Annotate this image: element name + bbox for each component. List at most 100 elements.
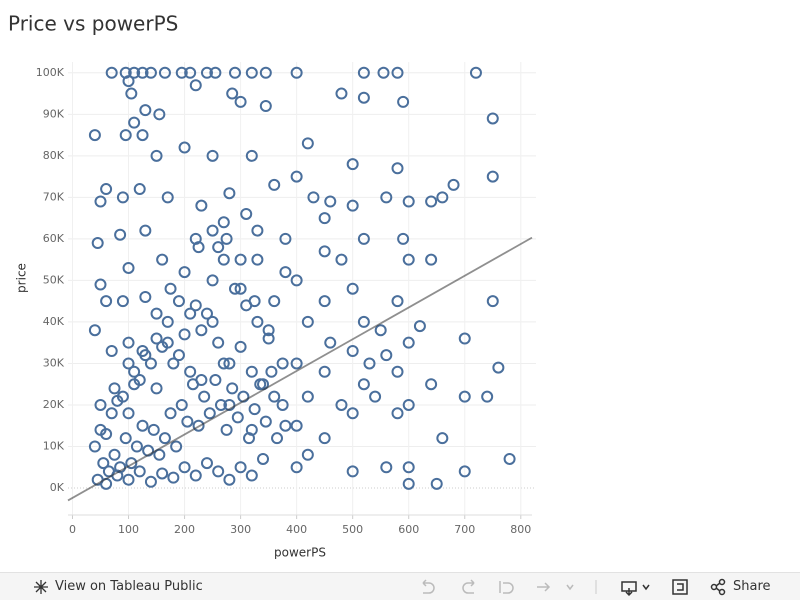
point: [189, 469, 202, 482]
point: [175, 398, 188, 411]
point: [150, 382, 163, 395]
x-tick-label: 200: [174, 523, 195, 536]
point: [290, 461, 303, 474]
point: [125, 87, 138, 100]
point: [259, 415, 272, 428]
point: [94, 278, 107, 291]
point: [158, 432, 171, 445]
point: [447, 178, 460, 191]
toolbar: View on Tableau Public Share: [0, 572, 800, 600]
point: [374, 324, 387, 337]
x-tick-label: 400: [286, 523, 307, 536]
point: [324, 195, 337, 208]
point: [192, 241, 205, 254]
point: [212, 465, 225, 478]
point: [402, 336, 415, 349]
point: [167, 471, 180, 484]
point: [128, 66, 141, 79]
point: [178, 328, 191, 341]
point: [271, 432, 284, 445]
point: [380, 191, 393, 204]
y-tick-label: 40K: [43, 315, 65, 328]
point: [228, 282, 241, 295]
point: [189, 299, 202, 312]
point: [245, 66, 258, 79]
point: [436, 191, 449, 204]
point: [200, 66, 213, 79]
download-menu[interactable]: [642, 584, 650, 591]
point: [458, 465, 471, 478]
point: [402, 477, 415, 490]
point: [88, 324, 101, 337]
y-tick-label: 30K: [43, 356, 65, 369]
point: [200, 457, 213, 470]
point: [279, 419, 292, 432]
trend-line: [67, 236, 533, 502]
point: [122, 75, 135, 88]
y-tick-label: 60K: [43, 232, 65, 245]
y-tick-label: 80K: [43, 149, 65, 162]
point: [209, 374, 222, 387]
point: [136, 419, 149, 432]
point: [231, 411, 244, 424]
point: [108, 382, 121, 395]
point: [259, 100, 272, 113]
point: [122, 473, 135, 486]
point: [430, 477, 443, 490]
point: [402, 253, 415, 266]
point: [119, 129, 132, 142]
point: [251, 253, 264, 266]
point: [458, 332, 471, 345]
point: [153, 108, 166, 121]
point: [192, 419, 205, 432]
point: [346, 465, 359, 478]
point: [486, 170, 499, 183]
point: [167, 357, 180, 370]
point: [279, 232, 292, 245]
point: [245, 469, 258, 482]
view-on-tableau-public[interactable]: View on Tableau Public: [55, 579, 203, 594]
point: [346, 344, 359, 357]
point: [380, 349, 393, 362]
point: [245, 149, 258, 162]
point: [357, 232, 370, 245]
point: [94, 195, 107, 208]
point: [318, 245, 331, 258]
point: [178, 141, 191, 154]
point: [391, 162, 404, 175]
x-tick-label: 500: [342, 523, 363, 536]
x-tick-label: 600: [398, 523, 419, 536]
point: [226, 87, 239, 100]
point: [357, 378, 370, 391]
point: [481, 390, 494, 403]
point: [217, 357, 230, 370]
point: [105, 344, 118, 357]
point: [391, 66, 404, 79]
point: [105, 66, 118, 79]
x-tick-label: 100: [118, 523, 139, 536]
point: [130, 440, 143, 453]
disabled-icons: [422, 579, 574, 594]
download-icon[interactable]: [621, 581, 637, 597]
point: [248, 295, 261, 308]
point: [128, 116, 141, 129]
point: [111, 394, 124, 407]
point: [136, 344, 149, 357]
point: [217, 253, 230, 266]
point: [276, 357, 289, 370]
point: [100, 183, 113, 196]
point: [290, 66, 303, 79]
point: [97, 457, 110, 470]
point: [402, 195, 415, 208]
point: [391, 407, 404, 420]
share-button[interactable]: Share: [733, 579, 771, 594]
toolbar-icons: [34, 578, 726, 597]
y-tick-label: 10K: [43, 439, 65, 452]
x-axis-title: powerPS: [274, 546, 326, 560]
share-icon[interactable]: [710, 578, 726, 596]
point: [226, 382, 239, 395]
point: [223, 473, 236, 486]
point: [139, 104, 152, 117]
fullscreen-icon[interactable]: [672, 579, 688, 595]
